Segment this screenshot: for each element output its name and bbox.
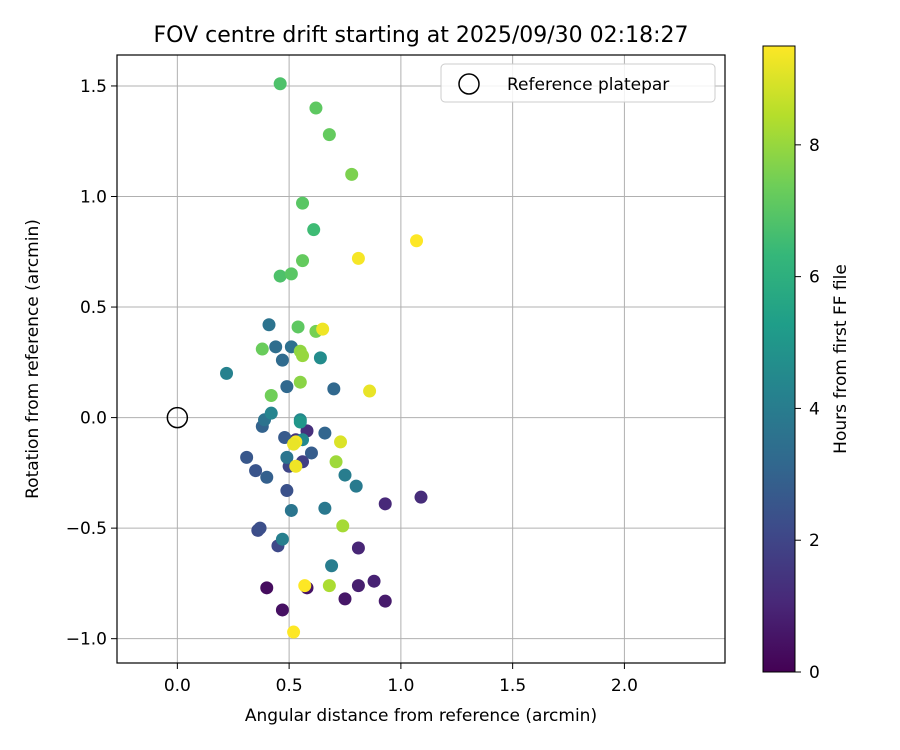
data-point (378, 497, 392, 511)
data-point (284, 267, 298, 281)
data-point (363, 384, 377, 398)
data-points (220, 77, 428, 639)
data-point (287, 625, 301, 639)
data-point (278, 430, 292, 444)
x-tick-label: 2.0 (611, 676, 638, 696)
legend-label: Reference platepar (507, 75, 669, 95)
data-point (304, 446, 318, 460)
data-point (318, 426, 332, 440)
data-point (351, 541, 365, 555)
data-point (291, 320, 305, 334)
data-point (275, 353, 289, 367)
plot-frame (116, 54, 726, 664)
data-point (378, 594, 392, 608)
data-point (351, 579, 365, 593)
data-point (325, 559, 339, 573)
colorbar-tick-label: 2 (809, 531, 820, 551)
data-point (255, 342, 269, 356)
y-tick-label: −0.5 (66, 519, 107, 539)
data-point (280, 380, 294, 394)
y-tick-label: 1.5 (80, 77, 107, 97)
data-point (316, 322, 330, 336)
data-point (273, 77, 287, 91)
data-point (318, 501, 332, 515)
reference-platepar-marker (166, 406, 189, 429)
data-point (275, 603, 289, 617)
data-point (349, 479, 363, 493)
data-point (260, 581, 274, 595)
colorbar-gradient (762, 45, 796, 673)
colorbar-label: Hours from first FF file (831, 264, 851, 454)
data-point (273, 269, 287, 283)
data-point (280, 484, 294, 498)
data-point (240, 450, 254, 464)
colorbar-ticks: 0 2 4 6 8 (795, 136, 820, 683)
data-point (284, 503, 298, 517)
data-point (338, 468, 352, 482)
data-point (289, 459, 303, 473)
data-point (351, 251, 365, 265)
data-point (262, 318, 276, 332)
y-tick-label: −1.0 (66, 630, 107, 650)
legend: Reference platepar (440, 63, 716, 103)
x-tick-label: 0.5 (276, 676, 303, 696)
data-point (275, 532, 289, 546)
data-point (307, 223, 321, 237)
data-point (336, 519, 350, 533)
data-point (253, 521, 267, 535)
y-tick-label: 0.0 (80, 409, 107, 429)
data-point (298, 579, 312, 593)
colorbar-tick-label: 6 (809, 268, 820, 288)
data-point (264, 406, 278, 420)
colorbar-tick-label: 0 (809, 663, 820, 683)
data-point (367, 574, 381, 588)
data-point (264, 388, 278, 402)
chart-title: FOV centre drift starting at 2025/09/30 … (154, 23, 689, 48)
data-point (345, 167, 359, 181)
x-tick-label: 1.0 (387, 676, 414, 696)
colorbar-tick-label: 4 (809, 399, 820, 419)
data-point (410, 234, 424, 248)
x-tick-label: 0.0 (164, 676, 191, 696)
data-point (260, 470, 274, 484)
data-point (338, 592, 352, 606)
data-point (327, 382, 341, 396)
data-point (296, 349, 310, 363)
colorbar: 0 2 4 6 8 Hours from first FF file (762, 45, 851, 683)
data-point (322, 579, 336, 593)
data-point (220, 366, 234, 380)
legend-open-circle-icon (458, 73, 480, 95)
y-tick-label: 0.5 (80, 298, 107, 318)
data-point (287, 437, 301, 451)
legend-box (440, 63, 716, 103)
x-axis-ticks: 0.0 0.5 1.0 1.5 2.0 (164, 663, 638, 696)
x-axis-label: Angular distance from reference (arcmin) (245, 706, 597, 726)
data-point (296, 196, 310, 210)
grid (117, 55, 725, 663)
colorbar-tick-label: 8 (809, 136, 820, 156)
y-axis-label: Rotation from reference (arcmin) (23, 219, 43, 499)
y-tick-label: 1.0 (80, 187, 107, 207)
data-point (313, 351, 327, 365)
y-axis-ticks: 1.5 1.0 0.5 0.0 −0.5 −1.0 (66, 77, 117, 650)
data-point (249, 464, 263, 478)
data-point (334, 435, 348, 449)
data-point (329, 455, 343, 469)
data-point (414, 490, 428, 504)
data-point (280, 450, 294, 464)
data-point (293, 415, 307, 429)
x-tick-label: 1.5 (499, 676, 526, 696)
data-point (269, 340, 283, 354)
data-point (296, 254, 310, 268)
data-point (309, 101, 323, 115)
data-point (322, 128, 336, 142)
data-point (293, 375, 307, 389)
